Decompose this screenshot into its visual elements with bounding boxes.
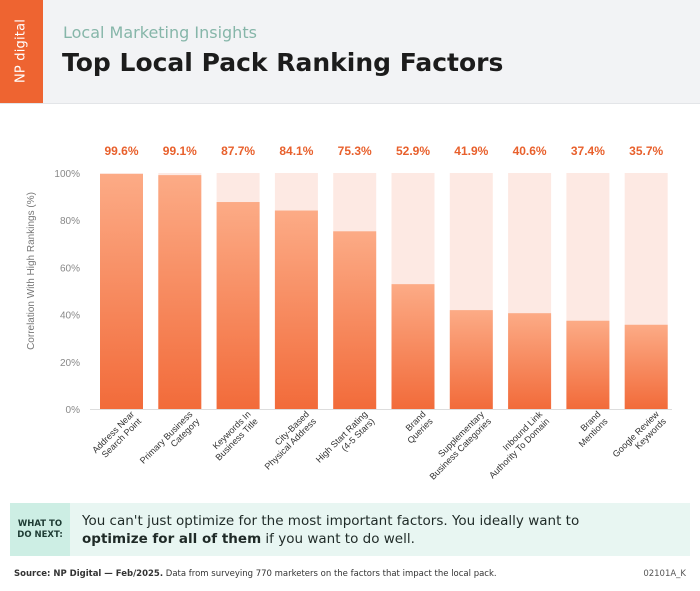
source-footer: Source: NP Digital — Feb/2025. Data from… [14,569,497,579]
callout-text-after: if you want to do well. [261,531,415,547]
data-label: 99.6% [104,144,138,158]
bar [566,320,610,409]
what-to-do-next-callout: WHAT TO DO NEXT: You can't just optimize… [10,503,690,556]
source-label: Source: NP Digital — Feb/2025. [14,569,164,579]
callout-badge: WHAT TO DO NEXT: [10,503,70,556]
chart-code: 02101A_K [643,569,686,579]
callout-text: You can't just optimize for the most imp… [82,512,642,548]
x-tick-label-line: Business Categories [428,416,494,482]
bar-chart: Correlation With High Rankings (%) 0% 20%… [26,144,672,482]
y-tick-label: 20% [60,358,80,369]
bar [449,310,493,409]
value-labels: 99.6% 99.1% 87.7% 84.1% 75.3% 52.9% 41.9% 40.6%… [104,144,663,158]
data-label: 84.1% [279,144,313,158]
bar [508,313,552,409]
data-label: 99.1% [163,144,197,158]
logo-text: NP digital [13,18,29,84]
callout-text-bold: optimize for all of them [82,531,262,547]
bar [333,231,377,409]
callout-badge-line2: DO NEXT: [17,529,63,540]
bar [216,202,260,409]
bar [624,324,668,409]
data-label: 52.9% [396,144,430,158]
source-text: Data from surveying 770 marketers on the… [163,569,497,579]
bars [90,173,672,410]
data-label: 75.3% [338,144,372,158]
y-tick-label: 0% [66,405,81,416]
data-label: 87.7% [221,144,255,158]
y-tick-label: 100% [54,169,80,180]
page-title: Top Local Pack Ranking Factors [62,48,504,77]
data-label: 40.6% [513,144,547,158]
header: NP digital Local Marketing Insights Top … [0,0,700,104]
data-label: 41.9% [454,144,488,158]
y-tick-label: 60% [60,263,80,274]
x-tick-label: High Start Rating(4-5 Stars) [314,409,377,465]
bar [100,173,143,409]
page-subtitle: Local Marketing Insights [63,23,257,42]
y-tick-label: 40% [60,311,80,322]
data-label: 35.7% [629,144,663,158]
callout-badge-line1: WHAT TO [17,518,63,529]
bar [391,284,435,409]
y-axis-ticks: 0% 20% 40% 60% 80% 100% [54,169,80,416]
y-axis-label: Correlation With High Rankings (%) [26,192,37,350]
callout-text-before: You can't just optimize for the most imp… [82,513,580,529]
data-label: 37.4% [571,144,605,158]
bar [158,175,202,409]
bar [274,210,318,409]
y-tick-label: 80% [60,216,80,227]
np-digital-logo: NP digital [0,0,43,103]
